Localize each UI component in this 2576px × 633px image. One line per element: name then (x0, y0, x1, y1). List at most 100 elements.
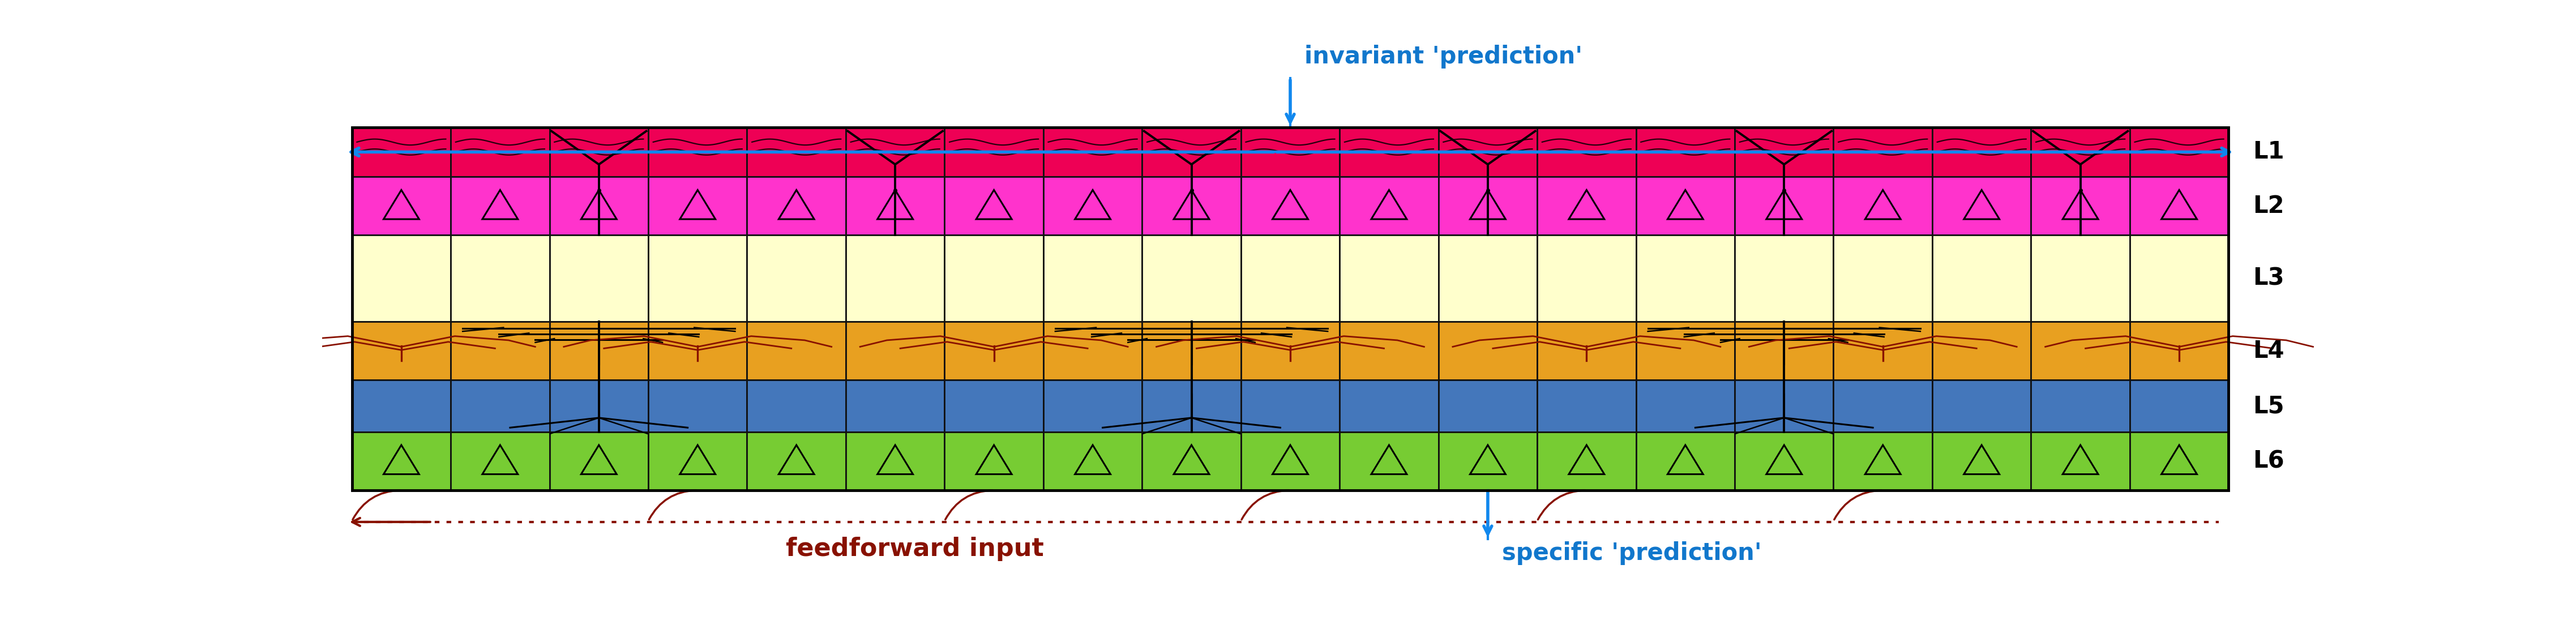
Bar (1538, 322, 1636, 380)
Bar (1340, 322, 1437, 380)
Bar (747, 177, 845, 235)
Bar (945, 322, 1043, 380)
Bar (353, 432, 451, 490)
Bar (1242, 235, 1340, 322)
Bar (1141, 322, 1242, 380)
Bar (1636, 380, 1734, 432)
Bar (2030, 380, 2130, 432)
Bar (1141, 380, 1242, 432)
Bar (1141, 127, 1242, 177)
Bar (945, 177, 1043, 235)
Bar (353, 127, 2228, 490)
Bar (2130, 322, 2228, 380)
Bar (1932, 432, 2030, 490)
Text: feedforward input: feedforward input (786, 537, 1043, 561)
Bar (1636, 177, 1734, 235)
Text: L2: L2 (2251, 194, 2285, 218)
Bar (1734, 127, 1834, 177)
Bar (1340, 127, 1437, 177)
Bar (945, 127, 1043, 177)
Bar (2030, 432, 2130, 490)
Text: invariant 'prediction': invariant 'prediction' (1303, 45, 1582, 68)
Bar (1636, 127, 1734, 177)
Bar (451, 127, 549, 177)
Bar (549, 127, 649, 177)
Bar (1734, 322, 1834, 380)
Bar (1636, 432, 1734, 490)
Bar (549, 235, 649, 322)
Bar (1538, 177, 1636, 235)
Bar (1043, 432, 1141, 490)
Bar (2030, 127, 2130, 177)
Bar (1242, 432, 1340, 490)
Bar (1538, 380, 1636, 432)
Bar (549, 322, 649, 380)
Bar (845, 322, 945, 380)
Bar (1437, 235, 1538, 322)
Bar (451, 322, 549, 380)
Bar (747, 432, 845, 490)
Bar (1538, 235, 1636, 322)
Bar (1340, 235, 1437, 322)
Bar (1734, 380, 1834, 432)
Bar (1242, 127, 1340, 177)
Bar (845, 432, 945, 490)
Bar (1734, 235, 1834, 322)
Bar (1834, 432, 1932, 490)
Bar (1932, 127, 2030, 177)
Bar (1043, 177, 1141, 235)
Bar (1437, 380, 1538, 432)
Bar (747, 322, 845, 380)
Bar (1834, 177, 1932, 235)
Bar (649, 322, 747, 380)
Bar (945, 235, 1043, 322)
Text: L5: L5 (2251, 394, 2285, 418)
Bar (747, 127, 845, 177)
Bar (845, 127, 945, 177)
Bar (451, 380, 549, 432)
Bar (845, 177, 945, 235)
Bar (353, 322, 451, 380)
Bar (1932, 177, 2030, 235)
Bar (2130, 380, 2228, 432)
Bar (1141, 432, 1242, 490)
Bar (451, 235, 549, 322)
Bar (1437, 177, 1538, 235)
Bar (1538, 432, 1636, 490)
Bar (1932, 235, 2030, 322)
Text: L6: L6 (2251, 449, 2285, 473)
Bar (747, 235, 845, 322)
Bar (451, 432, 549, 490)
Bar (1340, 380, 1437, 432)
Bar (1437, 432, 1538, 490)
Bar (1734, 432, 1834, 490)
Bar (2130, 177, 2228, 235)
Bar (2130, 127, 2228, 177)
Bar (1636, 322, 1734, 380)
Bar (1834, 127, 1932, 177)
Bar (1141, 235, 1242, 322)
Text: L4: L4 (2251, 339, 2285, 363)
Bar (1242, 177, 1340, 235)
Bar (1538, 127, 1636, 177)
Bar (747, 380, 845, 432)
Bar (1834, 322, 1932, 380)
Text: L1: L1 (2251, 140, 2285, 164)
Bar (549, 380, 649, 432)
Bar (1340, 177, 1437, 235)
Bar (353, 380, 451, 432)
Bar (1437, 127, 1538, 177)
Bar (1242, 380, 1340, 432)
Bar (649, 127, 747, 177)
Bar (2130, 235, 2228, 322)
Bar (1340, 432, 1437, 490)
Bar (845, 380, 945, 432)
Bar (1734, 177, 1834, 235)
Bar (353, 127, 451, 177)
Bar (1834, 235, 1932, 322)
Bar (945, 432, 1043, 490)
Bar (549, 177, 649, 235)
Text: L3: L3 (2251, 266, 2285, 291)
Bar (1043, 235, 1141, 322)
Bar (1043, 127, 1141, 177)
